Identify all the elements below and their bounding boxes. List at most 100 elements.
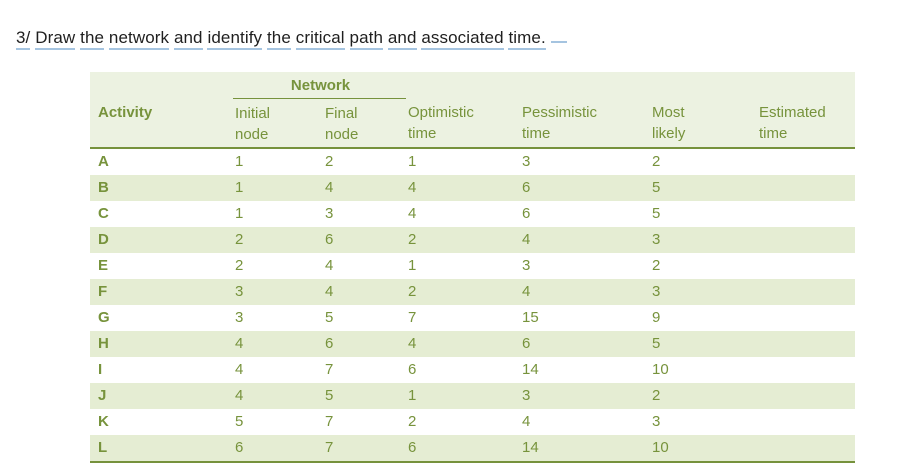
- cell-most_likely: 10: [650, 435, 757, 463]
- table-row: I 4 7 6 14 10: [90, 357, 855, 383]
- cell-estimated: [757, 148, 855, 175]
- cell-final: 7: [323, 435, 406, 463]
- cell-pessimistic: 6: [522, 179, 531, 196]
- cell-activity: A: [98, 153, 109, 170]
- table-row: C 1 3 4 6 5: [90, 201, 855, 227]
- col-header-optimistic-time: Optimistic time: [406, 98, 520, 149]
- cell-activity: J: [98, 387, 107, 404]
- col-header-pessimistic-time: Pessimistic time: [520, 98, 650, 149]
- cell-final: 2: [325, 153, 334, 170]
- cell-final: 6: [325, 231, 334, 248]
- cell-estimated: [757, 435, 855, 463]
- cell-most_likely: 3: [652, 413, 661, 430]
- col-header-line: Initial: [235, 104, 271, 122]
- cell-pessimistic: 3: [522, 153, 531, 170]
- cell-most_likely: 3: [652, 231, 661, 248]
- cell-optimistic: 4: [408, 179, 417, 196]
- cell-initial: 1: [235, 205, 244, 222]
- cell-activity: H: [98, 335, 109, 352]
- cell-estimated: [757, 409, 855, 435]
- cell-activity: E: [98, 257, 109, 274]
- cell-activity: F: [98, 283, 108, 300]
- cell-estimated: [757, 279, 855, 305]
- col-header-line: node: [325, 125, 359, 143]
- cell-optimistic: 4: [408, 335, 417, 352]
- title-word: Draw: [35, 28, 76, 50]
- cell-estimated: [757, 383, 855, 409]
- cell-initial: 5: [235, 413, 244, 430]
- cell-optimistic: 2: [408, 283, 417, 300]
- col-header-line: Activity: [98, 104, 153, 121]
- table-row: L 6 7 6 14 10: [90, 435, 855, 463]
- title-word: path: [349, 28, 384, 50]
- col-header-initial-node: Initial node: [233, 98, 323, 149]
- cell-final: 5: [325, 387, 334, 404]
- col-header-estimated-time: Estimated time: [757, 98, 855, 149]
- cell-estimated: [757, 331, 855, 357]
- cell-pessimistic: 14: [520, 435, 650, 463]
- cell-most_likely: 3: [652, 283, 661, 300]
- cell-most_likely: 2: [652, 387, 661, 404]
- col-header-activity: Activity: [90, 98, 233, 149]
- cell-estimated: [757, 357, 855, 383]
- trailing-underline: [550, 40, 567, 43]
- cell-final: 4: [325, 283, 334, 300]
- cell-optimistic: 6: [408, 361, 417, 378]
- title-word: and: [173, 28, 203, 50]
- table-header: Network Activity Initial node Final node: [90, 72, 855, 149]
- col-header-line: Estimated: [759, 104, 826, 121]
- group-header-spacer-left: [90, 72, 233, 98]
- cell-optimistic: 7: [408, 309, 417, 326]
- cell-initial: 4: [235, 335, 244, 352]
- cell-final: 3: [325, 205, 334, 222]
- cell-pessimistic: 4: [522, 283, 531, 300]
- cell-optimistic: 1: [408, 153, 417, 170]
- cell-activity: B: [98, 179, 109, 196]
- cell-pessimistic: 15: [522, 309, 539, 326]
- cell-initial: 6: [233, 435, 323, 463]
- group-header-spacer-right: [406, 72, 855, 98]
- cell-estimated: [757, 227, 855, 253]
- col-header-most-likely: Most likely: [650, 98, 757, 149]
- title-word: associated: [421, 28, 504, 50]
- activity-table-container: Network Activity Initial node Final node: [90, 72, 855, 463]
- col-header-line: Most: [652, 104, 685, 121]
- cell-final: 7: [325, 413, 334, 430]
- title-word: 3/: [16, 28, 31, 50]
- cell-initial: 3: [235, 309, 244, 326]
- cell-pessimistic: 4: [522, 413, 531, 430]
- cell-initial: 2: [235, 257, 244, 274]
- col-header-line: Optimistic: [408, 104, 474, 121]
- cell-most_likely: 10: [652, 361, 669, 378]
- cell-activity: K: [98, 413, 109, 430]
- col-header-line: Pessimistic: [522, 104, 598, 121]
- cell-estimated: [757, 305, 855, 331]
- cell-optimistic: 2: [408, 413, 417, 430]
- col-header-line: time: [408, 125, 437, 142]
- table-row: B 1 4 4 6 5: [90, 175, 855, 201]
- col-header-line: Final: [325, 104, 358, 122]
- cell-pessimistic: 14: [522, 361, 539, 378]
- table-row: A 1 2 1 3 2: [90, 148, 855, 175]
- cell-final: 4: [325, 179, 334, 196]
- cell-most_likely: 2: [652, 153, 661, 170]
- title-word: and: [387, 28, 417, 50]
- cell-optimistic: 4: [408, 205, 417, 222]
- table-row: K 5 7 2 4 3: [90, 409, 855, 435]
- cell-activity: C: [98, 205, 109, 222]
- cell-initial: 4: [235, 361, 244, 378]
- cell-estimated: [757, 201, 855, 227]
- column-header-row: Activity Initial node Final node Optimis…: [90, 98, 855, 149]
- cell-activity: I: [98, 361, 103, 378]
- cell-optimistic: 1: [408, 257, 417, 274]
- cell-estimated: [757, 253, 855, 279]
- cell-activity: D: [98, 231, 109, 248]
- cell-final: 5: [325, 309, 334, 326]
- col-header-final-node: Final node: [323, 98, 406, 149]
- col-header-line: time: [522, 125, 551, 142]
- cell-pessimistic: 4: [522, 231, 531, 248]
- cell-optimistic: 1: [408, 387, 417, 404]
- group-header-network: Network: [233, 72, 406, 99]
